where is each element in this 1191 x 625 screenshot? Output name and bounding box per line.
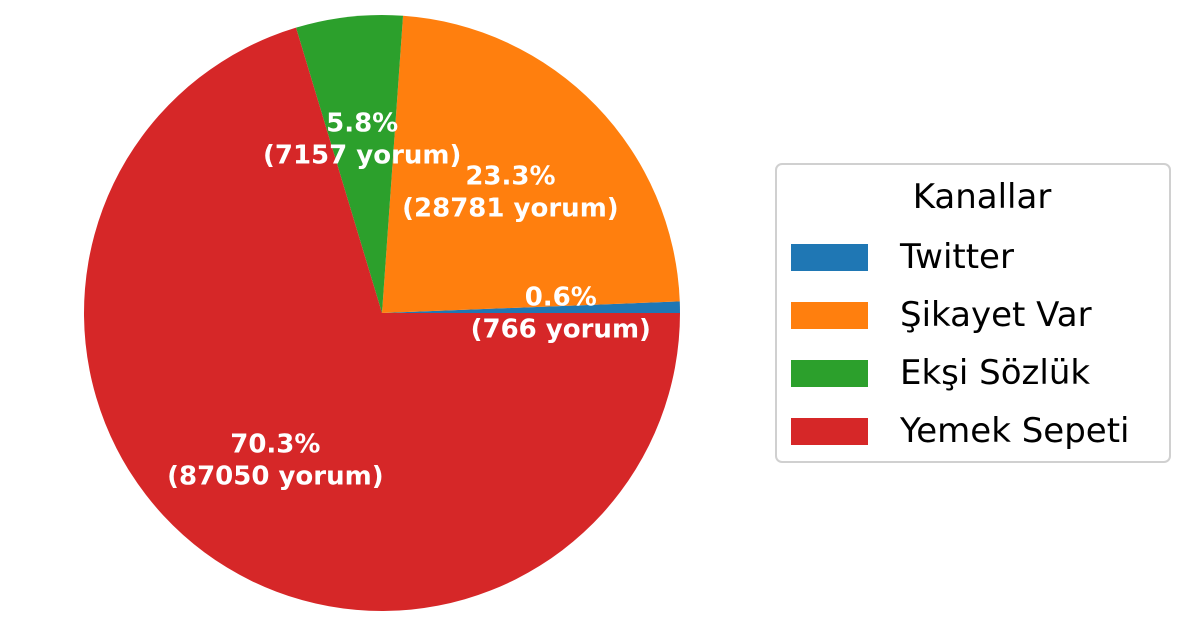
pie-percent-label-sikayet-var: 23.3% xyxy=(465,162,555,192)
legend-label-sikayet-var: Şikayet Var xyxy=(900,295,1092,335)
legend-swatch-sikayet-var xyxy=(791,301,868,329)
legend-item-eksi-sozluk: Ekşi Sözlük xyxy=(791,353,1090,393)
legend-swatch-eksi-sozluk xyxy=(791,359,868,387)
legend-label-yemek-sepeti: Yemek Sepeti xyxy=(900,411,1130,451)
pie-percent-label-eksi-sozluk: 5.8% xyxy=(326,108,398,138)
pie-slice-twitter xyxy=(382,301,680,313)
pie-labels: 0.6%(766 yorum) 23.3%(28781 yorum) 5.8%(71… xyxy=(167,108,651,491)
legend: Kanallar Twitter Şikayet Var Ekşi Sözlük… xyxy=(775,163,1171,463)
legend-item-twitter: Twitter xyxy=(791,237,1014,277)
pie-count-label-sikayet-var: (28781 yorum) xyxy=(402,194,619,224)
pie-percent-label-yemek-sepeti: 70.3% xyxy=(230,430,320,460)
legend-title: Kanallar xyxy=(912,177,1052,217)
pie-count-label-twitter: (766 yorum) xyxy=(471,315,651,345)
legend-item-sikayet-var: Şikayet Var xyxy=(791,295,1092,335)
pie-slice-sikayet-var xyxy=(382,15,680,314)
pie-count-label-yemek-sepeti: (87050 yorum) xyxy=(167,462,384,492)
pie-slice-eksi-sozluk xyxy=(296,15,404,314)
legend-swatch-twitter xyxy=(791,243,868,271)
pie-percent-label-twitter: 0.6% xyxy=(525,283,597,313)
legend-item-yemek-sepeti: Yemek Sepeti xyxy=(791,411,1129,451)
legend-swatch-yemek-sepeti xyxy=(791,417,868,445)
pie-slices xyxy=(83,15,680,612)
legend-label-twitter: Twitter xyxy=(900,237,1014,277)
pie-count-label-eksi-sozluk: (7157 yorum) xyxy=(263,140,461,170)
legend-label-eksi-sozluk: Ekşi Sözlük xyxy=(900,353,1091,393)
pie-slice-yemek-sepeti xyxy=(83,27,680,612)
